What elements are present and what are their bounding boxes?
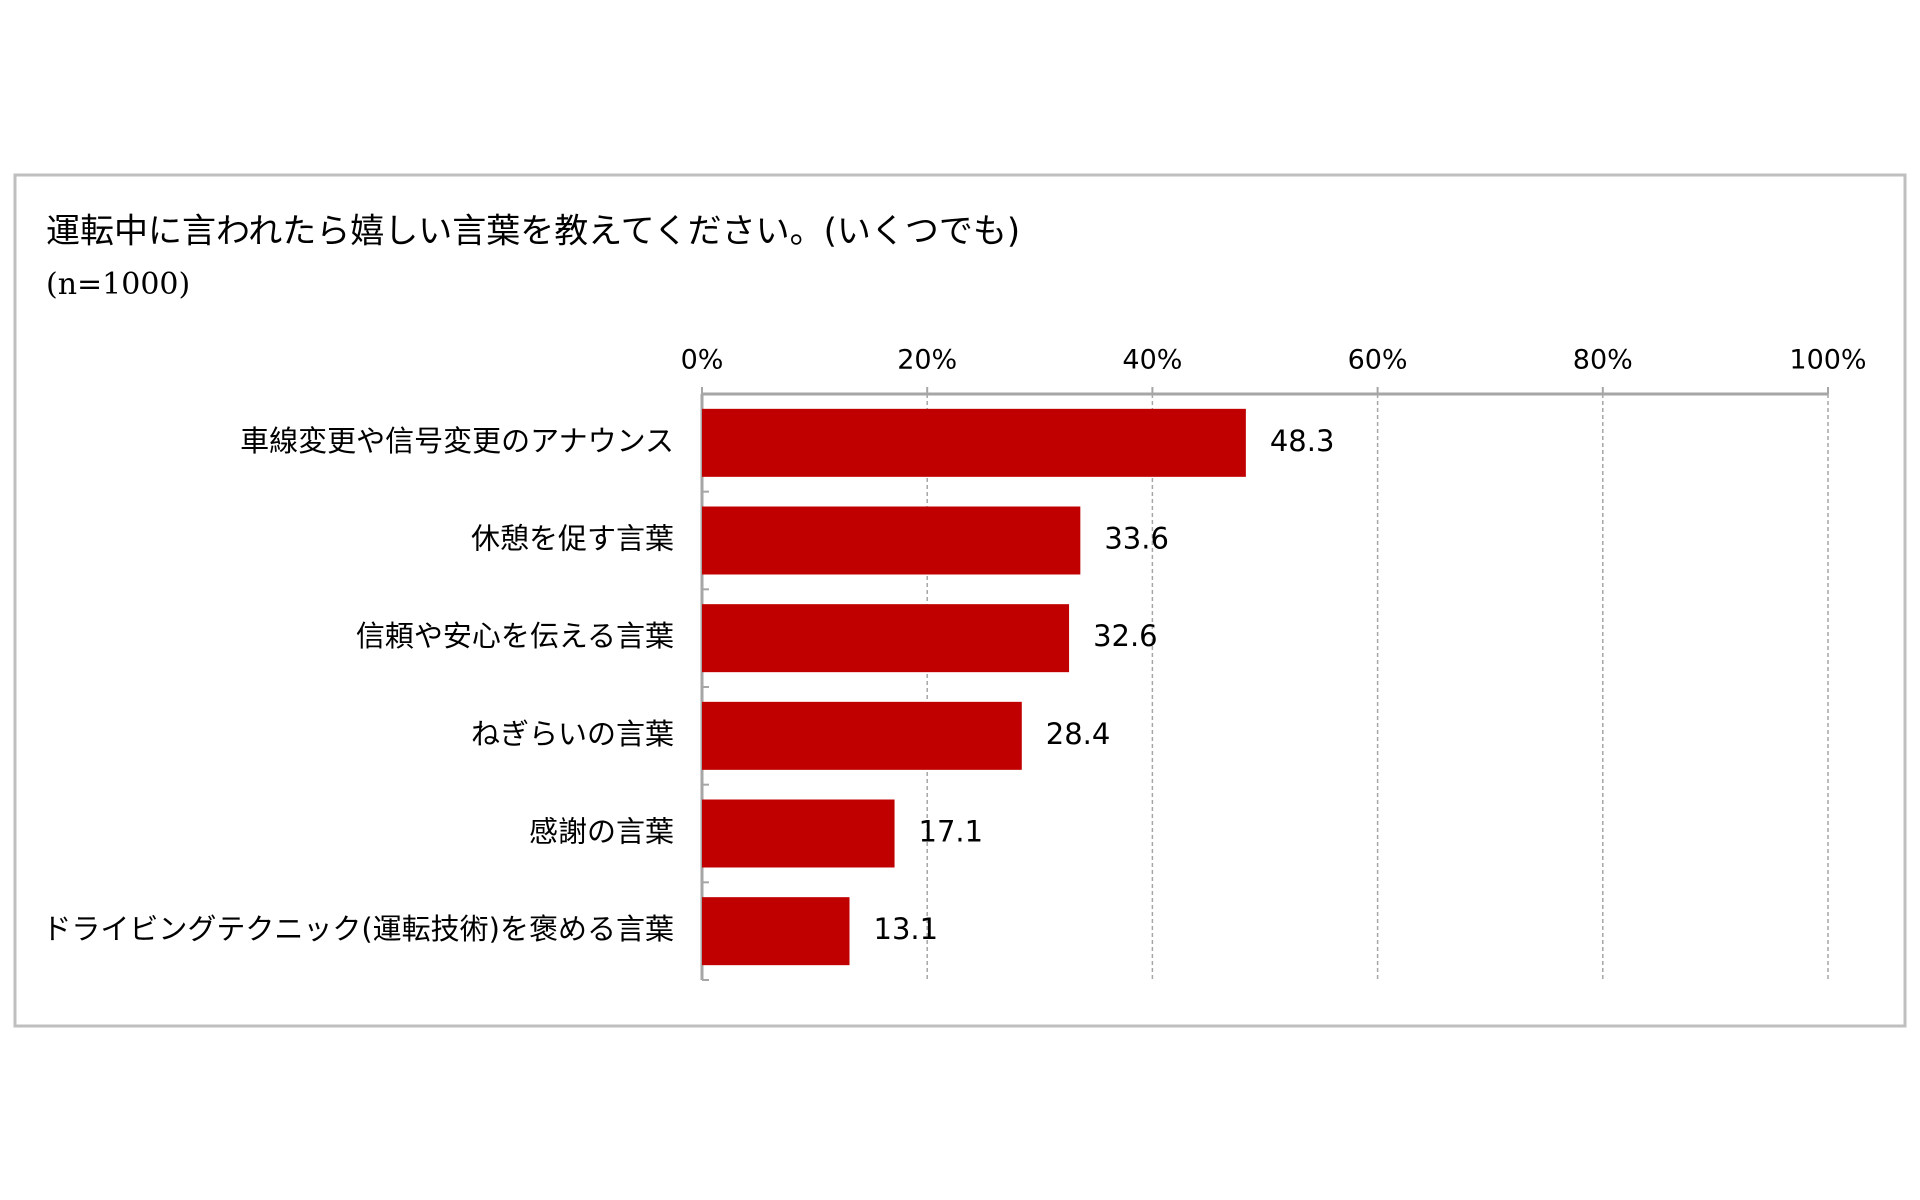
- chart-title: 運転中に言われたら嬉しい言葉を教えてください。(いくつでも): [46, 212, 1020, 252]
- x-tick-label: 100%: [1789, 345, 1866, 376]
- y-tick-label: 信頼や安心を伝える言葉: [356, 619, 674, 653]
- chart-subtitle: (n=1000): [46, 267, 190, 302]
- y-tick-label: 車線変更や信号変更のアナウンス: [240, 424, 674, 458]
- y-tick-label: 休憩を促す言葉: [471, 522, 674, 556]
- data-label: 32.6: [1093, 619, 1158, 653]
- data-label: 28.4: [1046, 717, 1111, 751]
- x-tick-label: 0%: [681, 345, 724, 376]
- x-tick-label: 60%: [1348, 345, 1408, 376]
- x-tick-label: 20%: [897, 345, 957, 376]
- y-tick-label: ドライビングテクニック(運転技術)を褒める言葉: [42, 912, 674, 946]
- y-tick-label: ねぎらいの言葉: [471, 717, 674, 751]
- data-label: 48.3: [1270, 424, 1335, 458]
- chart-frame: [13, 173, 1907, 1028]
- data-label: 17.1: [919, 815, 984, 849]
- bar: [702, 799, 895, 868]
- x-tick-label: 80%: [1573, 345, 1633, 376]
- bar: [702, 408, 1246, 477]
- bar: [702, 506, 1081, 575]
- x-tick-label: 40%: [1122, 345, 1182, 376]
- bar: [702, 897, 850, 966]
- data-label: 33.6: [1104, 522, 1169, 556]
- bar: [702, 701, 1022, 770]
- data-label: 13.1: [874, 912, 939, 946]
- bar: [702, 604, 1070, 673]
- y-tick-label: 感謝の言葉: [529, 815, 674, 849]
